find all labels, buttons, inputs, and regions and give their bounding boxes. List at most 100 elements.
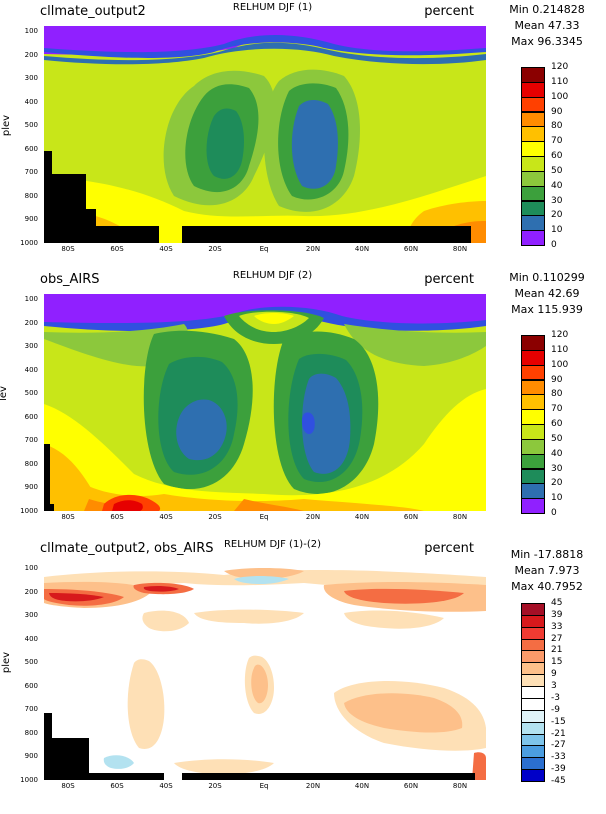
colorbar-label: -39 — [551, 764, 566, 775]
colorbar-label: 40 — [551, 180, 563, 191]
panel-3-stats: Min -17.8818 Mean 7.973 Max 40.7952 — [494, 547, 600, 595]
colorbar-swatch — [521, 200, 545, 217]
panel-2-mean: Mean 42.69 — [514, 287, 580, 300]
xtick-label: 60S — [110, 782, 124, 790]
xtick-label: 40S — [159, 513, 173, 521]
colorbar-label: 15 — [551, 657, 563, 668]
colorbar-label: -9 — [551, 704, 560, 715]
panel-2-yticks: 100 200 300 400 500 600 700 800 900 1000 — [0, 294, 44, 515]
colorbar-swatch — [521, 141, 545, 157]
colorbar-label: 45 — [551, 598, 563, 608]
colorbar-label: 100 — [551, 359, 569, 370]
panel-3-max: Max 40.7952 — [511, 580, 583, 593]
xtick-label: 20N — [305, 513, 321, 521]
colorbar-label: 60 — [551, 419, 563, 429]
ytick-label: 700 — [24, 168, 38, 177]
panel-1-units: percent — [424, 4, 474, 19]
colorbar-label: 120 — [551, 62, 569, 72]
colorbar-swatch — [521, 453, 545, 470]
colorbar-swatch — [521, 185, 545, 202]
xtick-label: 40N — [354, 513, 370, 521]
colorbar-swatch — [521, 215, 545, 232]
colorbar-label: -3 — [551, 692, 560, 703]
colorbar-label: 30 — [551, 463, 563, 474]
colorbar-label: 21 — [551, 645, 563, 656]
ytick-label: 700 — [24, 705, 38, 714]
xtick-label: 80N — [452, 782, 468, 790]
colorbar-label: 10 — [551, 493, 563, 504]
ytick-label: 900 — [24, 483, 38, 492]
ytick-label: 300 — [24, 611, 38, 620]
panel-3: cllmate_output2, obs_AIRS RELHUM DJF (1)… — [0, 537, 606, 807]
colorbar-label: 0 — [551, 508, 557, 518]
panel-1-max: Max 96.3345 — [511, 35, 583, 48]
panel-3-units: percent — [424, 541, 474, 556]
colorbar-label: 50 — [551, 165, 563, 176]
ytick-label: 100 — [24, 564, 38, 572]
colorbar-label: 100 — [551, 91, 569, 102]
panel-3-yticks: 100 200 300 400 500 600 700 800 900 1000 — [0, 563, 44, 784]
panel-2-field — [44, 294, 486, 511]
ytick-label: 1000 — [20, 239, 38, 247]
xtick-label: 20N — [305, 782, 321, 790]
colorbar-swatch — [521, 364, 545, 381]
colorbar-swatch — [521, 424, 545, 440]
ytick-label: 100 — [24, 27, 38, 35]
xtick-label: Eq — [259, 782, 269, 790]
colorbar-label: 40 — [551, 448, 563, 459]
colorbar-label: 90 — [551, 374, 563, 385]
panel-3-xticks: 80S 60S 40S 20S Eq 20N 40N 60N 80N — [44, 782, 486, 796]
panel-2-stats: Min 0.110299 Mean 42.69 Max 115.939 — [494, 270, 600, 318]
ytick-label: 500 — [24, 121, 38, 130]
ytick-label: 1000 — [20, 507, 38, 515]
xtick-label: 80S — [61, 513, 75, 521]
colorbar-label: 3 — [551, 681, 557, 692]
colorbar-swatch — [521, 170, 545, 187]
ytick-label: 500 — [24, 389, 38, 398]
colorbar-label: 120 — [551, 330, 569, 340]
ytick-label: 400 — [24, 97, 38, 106]
colorbar-swatch — [521, 349, 545, 366]
ytick-label: 800 — [24, 191, 38, 200]
panel-2-left-label: obs_AIRS — [40, 272, 100, 287]
ytick-label: 400 — [24, 634, 38, 643]
colorbar-label: 70 — [551, 404, 563, 415]
panel-2-title: RELHUM DJF (2) — [232, 270, 313, 281]
colorbar-swatch — [521, 67, 545, 83]
panel-2: obs_AIRS RELHUM DJF (2) percent Min 0.11… — [0, 268, 606, 538]
colorbar-label: 90 — [551, 106, 563, 117]
ytick-label: 800 — [24, 728, 38, 737]
colorbar-label: 30 — [551, 195, 563, 206]
ytick-label: 900 — [24, 215, 38, 224]
colorbar-swatch — [521, 156, 545, 172]
panel-1-plot — [44, 26, 486, 243]
panel-2-units: percent — [424, 272, 474, 287]
xtick-label: 80N — [452, 513, 468, 521]
colorbar-swatch — [521, 468, 545, 485]
colorbar-swatch — [521, 394, 545, 411]
ytick-label: 600 — [24, 412, 38, 421]
xtick-label: 40N — [354, 782, 370, 790]
colorbar-label: 80 — [551, 121, 563, 132]
colorbar-label: 60 — [551, 151, 563, 161]
colorbar-swatch — [521, 769, 545, 782]
xtick-label: 60S — [110, 245, 124, 253]
colorbar-label: 70 — [551, 136, 563, 147]
xtick-label: 20N — [305, 245, 321, 253]
colorbar-swatch — [521, 96, 545, 113]
panel-1-field — [44, 26, 486, 243]
ytick-label: 1000 — [20, 776, 38, 784]
colorbar-label: 110 — [551, 76, 569, 87]
xtick-label: 20S — [208, 782, 222, 790]
xtick-label: 20S — [208, 245, 222, 253]
colorbar-label: 0 — [551, 240, 557, 250]
xtick-label: Eq — [259, 513, 269, 521]
colorbar-label: -45 — [551, 776, 566, 786]
ytick-label: 900 — [24, 752, 38, 761]
ytick-label: 300 — [24, 74, 38, 83]
ytick-label: 100 — [24, 295, 38, 303]
colorbar-label: 9 — [551, 669, 557, 680]
panel-3-mean: Mean 7.973 — [514, 564, 580, 577]
xtick-label: 60N — [403, 782, 419, 790]
colorbar-swatch — [521, 335, 545, 351]
